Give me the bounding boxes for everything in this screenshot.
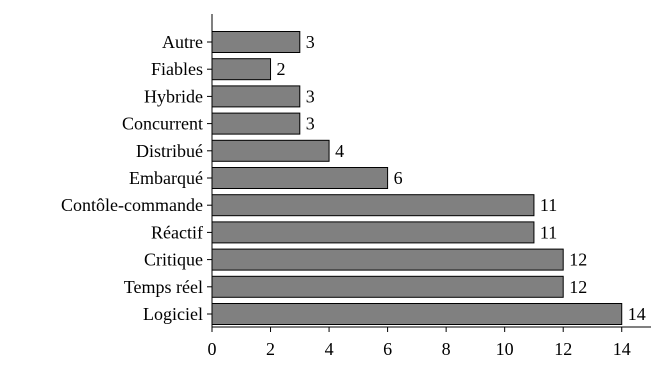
bar-embarque (211, 167, 389, 189)
y-tick-label-logiciel: Logiciel (143, 304, 203, 324)
bars-layer (211, 31, 623, 325)
bar-concurrent (211, 112, 301, 135)
x-tick-label-10: 10 (496, 339, 514, 359)
bar-fiables (211, 58, 272, 81)
data-label-critique: 12 (569, 250, 587, 270)
bar-distribue (211, 139, 330, 162)
x-tick-label-8: 8 (442, 339, 451, 359)
y-tick-label-embarque: Embarqué (129, 168, 203, 188)
x-tick-label-14: 14 (613, 339, 631, 359)
y-tick-label-critique: Critique (144, 250, 203, 270)
axes-layer (207, 14, 651, 332)
data-label-fiables: 2 (277, 59, 286, 79)
data-label-concurrent: 3 (306, 114, 315, 134)
data-label-logiciel: 14 (628, 304, 646, 324)
bar-reactif (211, 221, 535, 244)
y-tick-label-distribue: Distribué (136, 141, 203, 161)
bar-critique (211, 248, 564, 271)
x-tick-label-6: 6 (383, 339, 392, 359)
y-tick-label-autre: Autre (162, 32, 203, 52)
data-label-distribue: 4 (335, 141, 344, 161)
x-tick-label-4: 4 (325, 339, 334, 359)
y-tick-label-fiables: Fiables (151, 59, 203, 79)
data-label-reactif: 11 (540, 222, 557, 242)
data-label-temps-reel: 12 (569, 277, 587, 297)
y-tick-label-concurrent: Concurrent (122, 114, 203, 134)
bar-autre (211, 31, 301, 53)
y-tick-label-hybride: Hybride (144, 86, 203, 106)
y-tick-label-temps-reel: Temps réel (124, 277, 203, 297)
x-tick-label-0: 0 (208, 339, 217, 359)
labels-layer: 3 Autre 2 Fiables 3 Hybride 3 Concurrent 4 Distri… (61, 32, 646, 359)
data-label-contole-commande: 11 (540, 195, 557, 215)
y-tick-label-contole-commande: Contôle-commande (61, 195, 203, 215)
data-label-autre: 3 (306, 32, 315, 52)
bar-hybride (211, 85, 301, 108)
x-tick-label-2: 2 (266, 339, 275, 359)
data-label-hybride: 3 (306, 86, 315, 106)
bar-contole-commande (211, 194, 535, 217)
x-tick-label-12: 12 (554, 339, 572, 359)
data-label-embarque: 6 (394, 168, 403, 188)
y-tick-label-reactif: Réactif (151, 222, 203, 242)
bar-temps-reel (211, 275, 564, 298)
bar-logiciel (211, 303, 623, 325)
